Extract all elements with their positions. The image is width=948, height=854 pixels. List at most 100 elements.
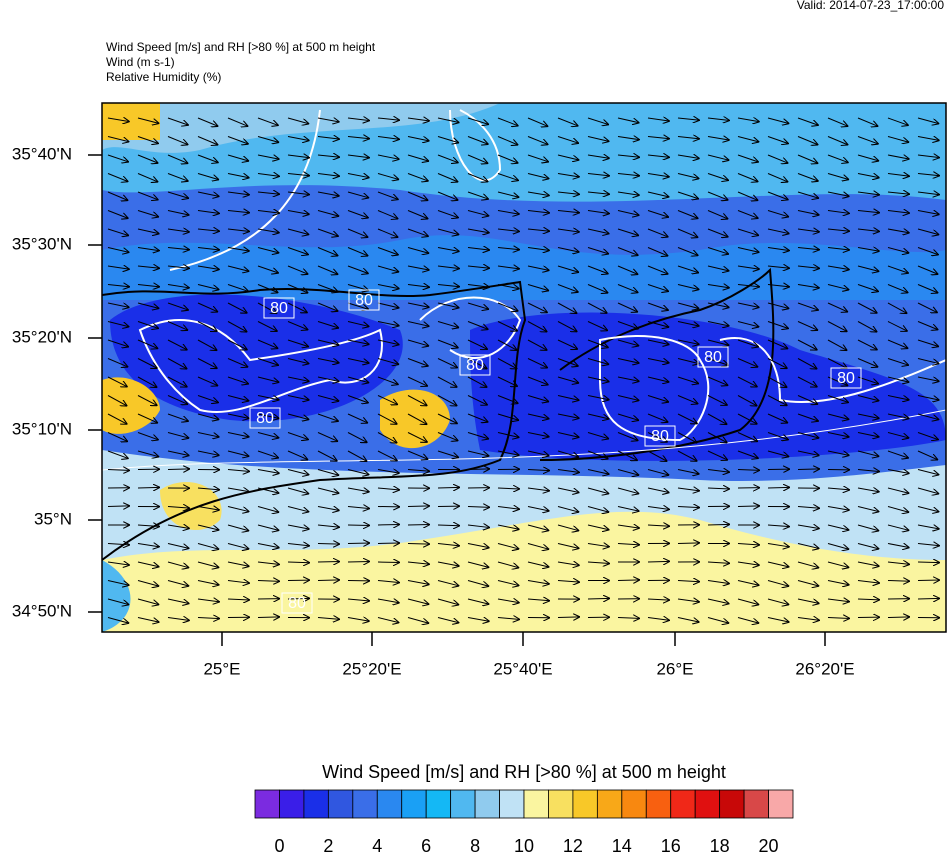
wind-arrow	[407, 154, 429, 161]
wind-arrow	[467, 117, 489, 124]
wind-arrow	[767, 487, 790, 488]
wind-arrow	[617, 469, 639, 476]
wind-arrow	[197, 229, 220, 231]
wind-arrow	[797, 543, 819, 549]
wind-arrow	[407, 228, 429, 236]
wind-arrow	[917, 155, 940, 158]
colorbar-tick-label: 2	[323, 836, 333, 854]
wind-arrow	[917, 544, 940, 546]
wind-arrow	[257, 155, 280, 159]
wind-arrow	[917, 284, 938, 294]
wind-arrow	[107, 544, 130, 545]
wind-arrow	[887, 544, 910, 548]
wind-arrow	[437, 154, 459, 163]
wind-arrow	[707, 470, 730, 473]
wind-arrow	[857, 211, 880, 213]
wind-arrow	[557, 543, 579, 549]
colorbar-title: Wind Speed [m/s] and RH [>80 %] at 500 m…	[322, 762, 726, 782]
wind-arrow	[287, 284, 308, 294]
wind-arrow	[557, 302, 577, 314]
map-field	[102, 103, 946, 632]
wind-arrow	[677, 543, 700, 544]
wind-arrow	[197, 524, 219, 530]
wind-arrow	[257, 265, 279, 273]
wind-arrow	[467, 229, 490, 233]
wind-arrow	[107, 413, 127, 424]
colorbar-swatch	[548, 789, 574, 819]
wind-arrow	[557, 117, 578, 126]
wind-arrow	[857, 450, 879, 456]
wind-arrow	[287, 506, 309, 512]
wind-arrow	[497, 266, 520, 269]
wind-arrow	[587, 562, 610, 564]
wind-arrow	[737, 450, 759, 458]
wind-arrow	[527, 376, 549, 385]
wind-arrow	[527, 321, 547, 332]
wind-arrow	[707, 450, 728, 460]
wind-arrow	[887, 358, 909, 366]
lat-label: 35°30'N	[12, 234, 72, 253]
wind-arrow	[557, 413, 580, 418]
wind-arrow	[917, 228, 939, 235]
wind-arrow	[647, 469, 669, 476]
wind-arrow	[407, 285, 430, 288]
wind-arrow	[797, 432, 819, 439]
wind-arrow	[167, 525, 190, 528]
contour-label-box	[459, 354, 491, 376]
wind-arrow	[257, 247, 279, 254]
wind-arrow	[587, 302, 607, 313]
colorbar-swatch	[425, 789, 452, 819]
wind-arrow	[287, 395, 310, 401]
wind-arrow	[497, 191, 519, 197]
lat-label: 35°10'N	[12, 419, 72, 438]
wind-arrow	[287, 211, 310, 215]
wind-arrow	[737, 154, 759, 162]
wind-arrow	[107, 562, 130, 565]
wind-arrow	[557, 524, 579, 531]
wind-arrow	[437, 136, 459, 143]
wind-arrow	[677, 358, 699, 364]
wind-arrow	[827, 248, 850, 250]
wind-arrow	[377, 228, 398, 237]
wind-arrow	[587, 339, 609, 348]
wind-arrow	[317, 469, 339, 476]
wind-arrow	[647, 302, 669, 310]
wind-arrow	[887, 450, 909, 458]
wind-arrow	[647, 507, 670, 510]
wind-arrow	[197, 413, 219, 420]
wind-arrow	[557, 562, 580, 565]
wind-arrow	[707, 228, 728, 237]
wind-arrow	[107, 136, 129, 142]
wind-arrow	[167, 358, 187, 370]
wind-arrow	[557, 229, 580, 232]
colorbar-swatch	[596, 789, 623, 819]
wind-arrow	[587, 211, 610, 214]
wind-arrow	[677, 617, 700, 623]
wind-arrow	[437, 432, 458, 441]
wind-arrow	[317, 450, 338, 461]
wind-arrow	[317, 265, 338, 275]
wind-arrow	[437, 617, 459, 623]
wind-arrow	[137, 580, 159, 587]
wind-arrow	[797, 358, 817, 370]
wind-arrow	[827, 395, 849, 403]
wind-arrow	[107, 228, 129, 236]
wind-arrow	[797, 229, 820, 232]
wind-arrow	[887, 174, 910, 177]
wind-arrow	[257, 339, 278, 349]
wind-arrow	[887, 247, 909, 254]
wind-arrow	[737, 228, 759, 236]
wind-arrow	[197, 321, 218, 332]
wind-arrow	[587, 506, 609, 513]
wind-arrow	[887, 432, 909, 439]
colorbar-tick-label: 18	[710, 836, 730, 854]
wind-arrow	[197, 376, 218, 386]
wind-arrow	[377, 118, 400, 120]
wind-arrow	[407, 506, 430, 507]
wind-arrow	[827, 507, 850, 511]
wind-arrow	[677, 265, 699, 273]
wind-arrow	[107, 580, 129, 586]
wind-arrow	[317, 192, 340, 196]
wind-arrow	[917, 395, 940, 401]
